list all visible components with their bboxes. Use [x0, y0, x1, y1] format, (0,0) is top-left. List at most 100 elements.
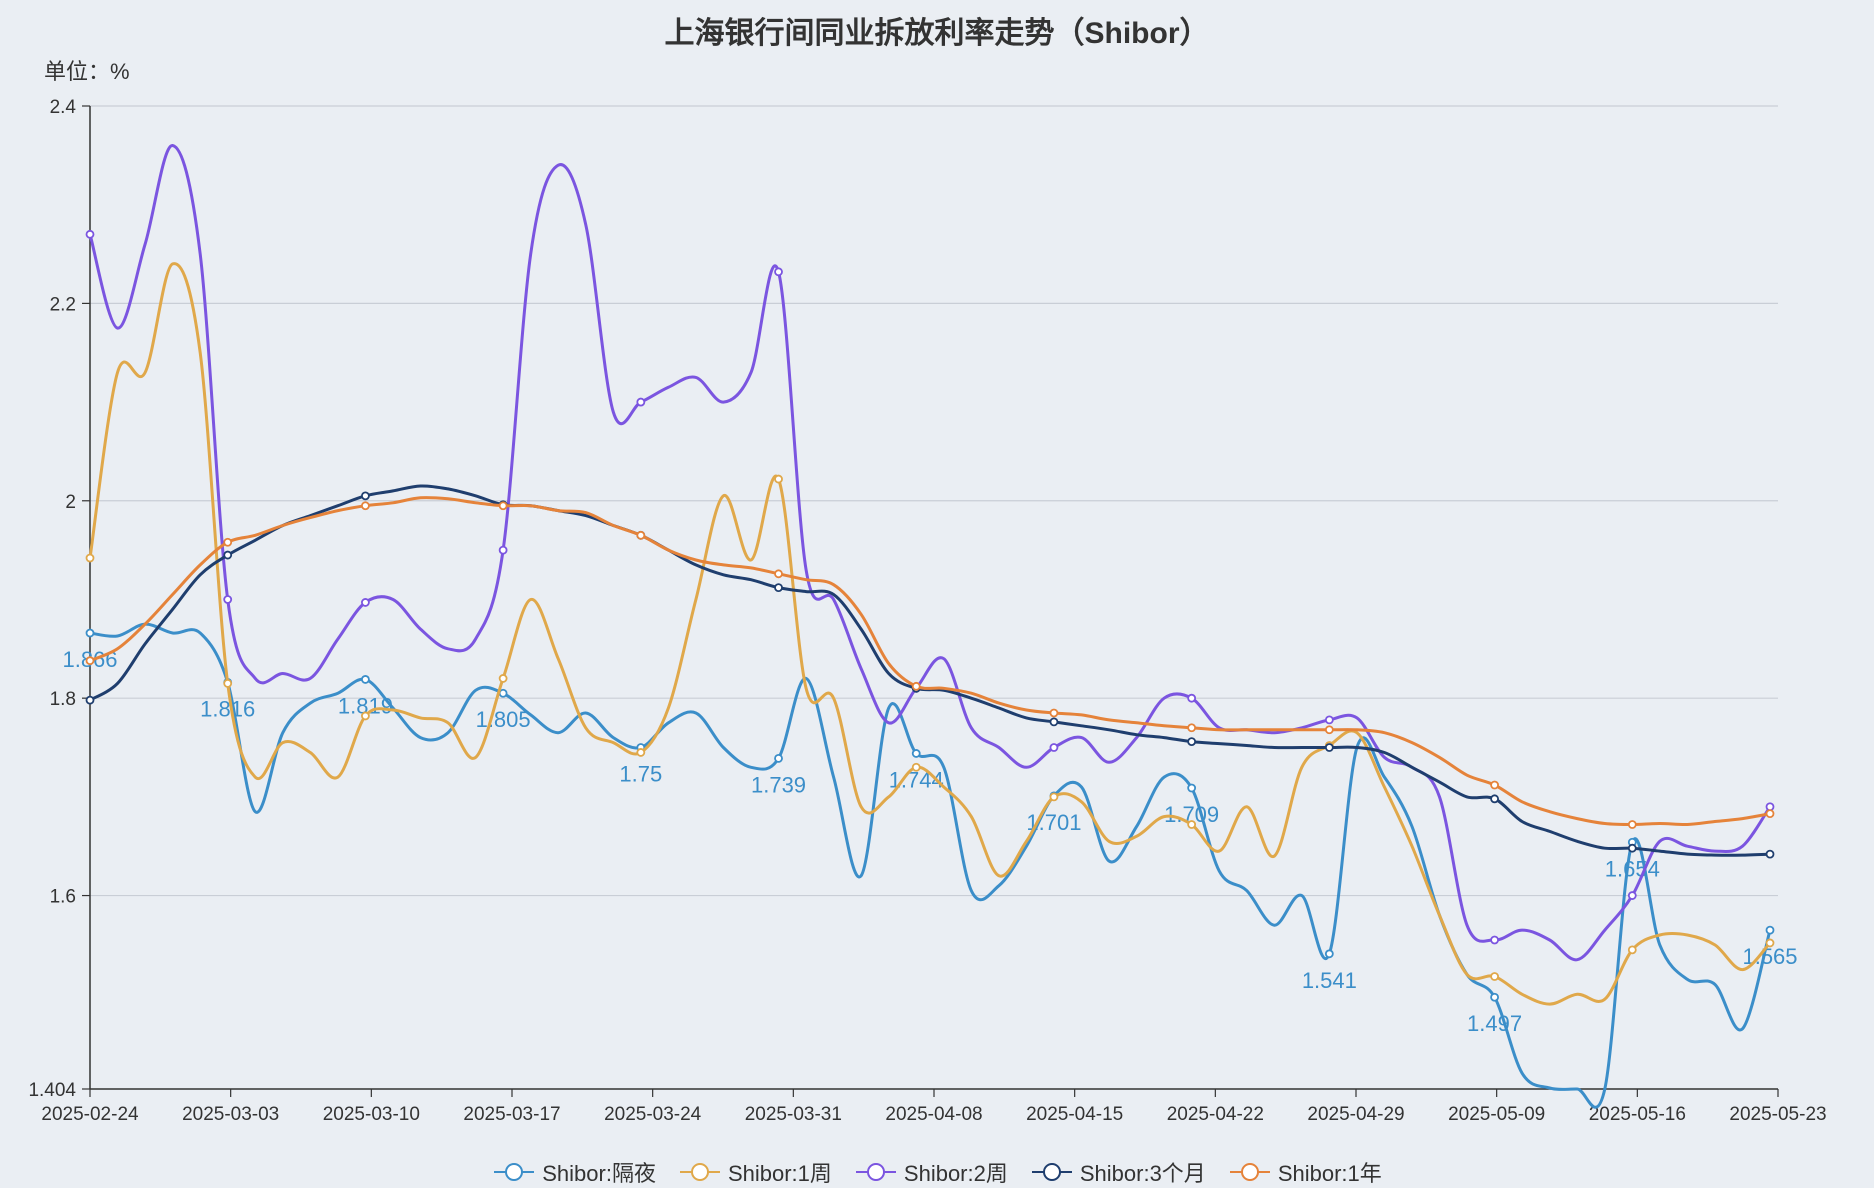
data-point: [636, 748, 646, 757]
data-point: [1187, 783, 1197, 793]
data-point: [223, 678, 233, 688]
data-point: [911, 749, 921, 758]
data-point: [774, 267, 783, 277]
data-point: [636, 397, 646, 407]
x-tick-label: 2025-04-29: [1307, 1104, 1404, 1125]
x-tick-label: 2025-02-24: [41, 1104, 139, 1125]
data-label: 1.739: [751, 772, 806, 797]
legend-item[interactable]: Shibor:3个月: [1030, 1156, 1206, 1188]
legend-line-circle-icon: [494, 1163, 535, 1181]
data-point: [1049, 717, 1059, 727]
legend-line-circle-icon: [855, 1163, 896, 1181]
y-tick-label: 2.4: [50, 97, 77, 118]
legend-label: Shibor:3个月: [1079, 1161, 1206, 1186]
data-point: [361, 491, 370, 501]
data-point: [361, 598, 370, 607]
data-point: [774, 753, 783, 763]
series-4: [85, 496, 1775, 829]
chart-title: 上海银行间同业拆放利率走势（Shibor）: [664, 17, 1210, 50]
data-point: [361, 711, 370, 721]
y-tick-label: 1.404: [28, 1080, 76, 1101]
y-tick-label: 1.6: [50, 887, 76, 908]
series-line: [89, 622, 1772, 1109]
data-point: [774, 474, 783, 484]
data-point: [85, 628, 95, 638]
x-tick-label: 2025-03-03: [182, 1104, 279, 1125]
legend-line-circle-icon: [1031, 1163, 1072, 1181]
x-tick-label: 2025-03-31: [745, 1104, 842, 1125]
data-point: [498, 545, 508, 555]
data-point: [636, 530, 646, 540]
data-label: 1.805: [476, 707, 531, 732]
data-point: [1187, 693, 1197, 703]
data-point: [1490, 794, 1499, 804]
y-tick-label: 2: [65, 492, 76, 513]
series-0: 1.8661.8161.8191.8051.751.7391.7441.7011…: [62, 622, 1798, 1109]
data-point: [1627, 843, 1637, 853]
x-tick-label: 2025-05-23: [1729, 1104, 1826, 1125]
legend-item[interactable]: Shibor:隔夜: [492, 1156, 656, 1188]
data-point: [498, 501, 508, 511]
data-point: [1324, 949, 1334, 959]
legend: Shibor:隔夜 Shibor:1周 Shibor:2周 Shibor:3个月 Shi…: [0, 1156, 1874, 1188]
legend-line-circle-icon: [679, 1163, 720, 1181]
data-point: [911, 681, 921, 691]
x-tick-label: 2025-04-22: [1167, 1104, 1264, 1125]
data-point: [85, 553, 95, 563]
data-point: [911, 762, 921, 772]
data-point: [85, 656, 95, 666]
series-line: [88, 144, 1772, 962]
series-2: [85, 144, 1775, 962]
legend-item[interactable]: Shibor:2周: [854, 1156, 1008, 1188]
plot-area: 1.404 1.6 1.8 2 2.2 2.4 2025-02-24 2025-03-03 20…: [28, 97, 1826, 1125]
x-tick-label: 2025-03-17: [463, 1104, 560, 1125]
x-tick-label: 2025-04-15: [1026, 1104, 1123, 1125]
data-point: [361, 675, 370, 684]
data-label: 1.701: [1026, 810, 1081, 835]
data-point: [1490, 935, 1499, 945]
data-point: [1324, 743, 1334, 752]
data-label: 1.654: [1605, 856, 1660, 881]
data-point: [1765, 938, 1775, 948]
y-tick-label: 1.8: [50, 689, 76, 710]
data-point: [1765, 802, 1775, 812]
data-point: [1490, 972, 1499, 981]
data-point: [1627, 820, 1637, 829]
data-point: [1187, 737, 1197, 746]
data-point: [1187, 820, 1197, 829]
legend-label: Shibor:2周: [903, 1161, 1008, 1186]
data-point: [774, 569, 783, 579]
data-point: [85, 229, 95, 239]
data-point: [361, 501, 370, 511]
legend-label: Shibor:1年: [1277, 1161, 1382, 1186]
data-point: [1765, 809, 1775, 819]
legend-item[interactable]: Shibor:1周: [678, 1156, 832, 1188]
data-point: [1049, 743, 1059, 752]
legend-label: Shibor:1周: [727, 1161, 832, 1186]
data-point: [1324, 715, 1334, 725]
data-point: [1187, 723, 1197, 733]
data-point: [498, 674, 508, 683]
data-label: 1.75: [619, 762, 662, 787]
legend-label: Shibor:隔夜: [542, 1161, 656, 1186]
data-point: [1490, 780, 1499, 790]
data-label: 1.541: [1302, 968, 1357, 993]
data-point: [1765, 925, 1775, 935]
data-point: [1324, 725, 1334, 735]
data-point: [1049, 708, 1059, 718]
x-tick-label: 2025-03-10: [323, 1104, 420, 1125]
x-tick-label: 2025-05-09: [1448, 1104, 1545, 1125]
data-label: 1.497: [1467, 1011, 1522, 1036]
data-point: [1049, 792, 1059, 802]
legend-item[interactable]: Shibor:1年: [1228, 1156, 1382, 1188]
data-point: [1627, 945, 1637, 955]
data-point: [774, 583, 783, 593]
data-point: [223, 550, 233, 560]
x-tick-label: 2025-05-16: [1589, 1104, 1686, 1125]
x-tick-label: 2025-03-24: [604, 1104, 702, 1125]
unit-label: 单位：%: [44, 59, 130, 84]
data-point: [85, 695, 95, 705]
series-line: [88, 262, 1772, 1006]
data-point: [1627, 891, 1637, 900]
